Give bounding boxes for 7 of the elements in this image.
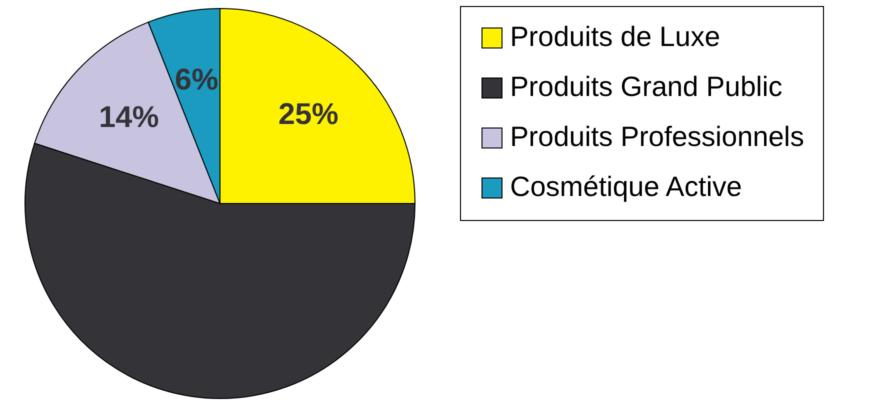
data-label: 6% <box>174 64 218 97</box>
legend-label: Produits de Luxe <box>510 21 720 52</box>
data-label: 14% <box>98 100 159 134</box>
legend-label: Produits Professionnels <box>510 121 804 152</box>
legend-label: Produits Grand Public <box>510 71 782 102</box>
legend-label: Cosmétique Active <box>510 171 742 202</box>
data-label: 25% <box>278 98 338 132</box>
